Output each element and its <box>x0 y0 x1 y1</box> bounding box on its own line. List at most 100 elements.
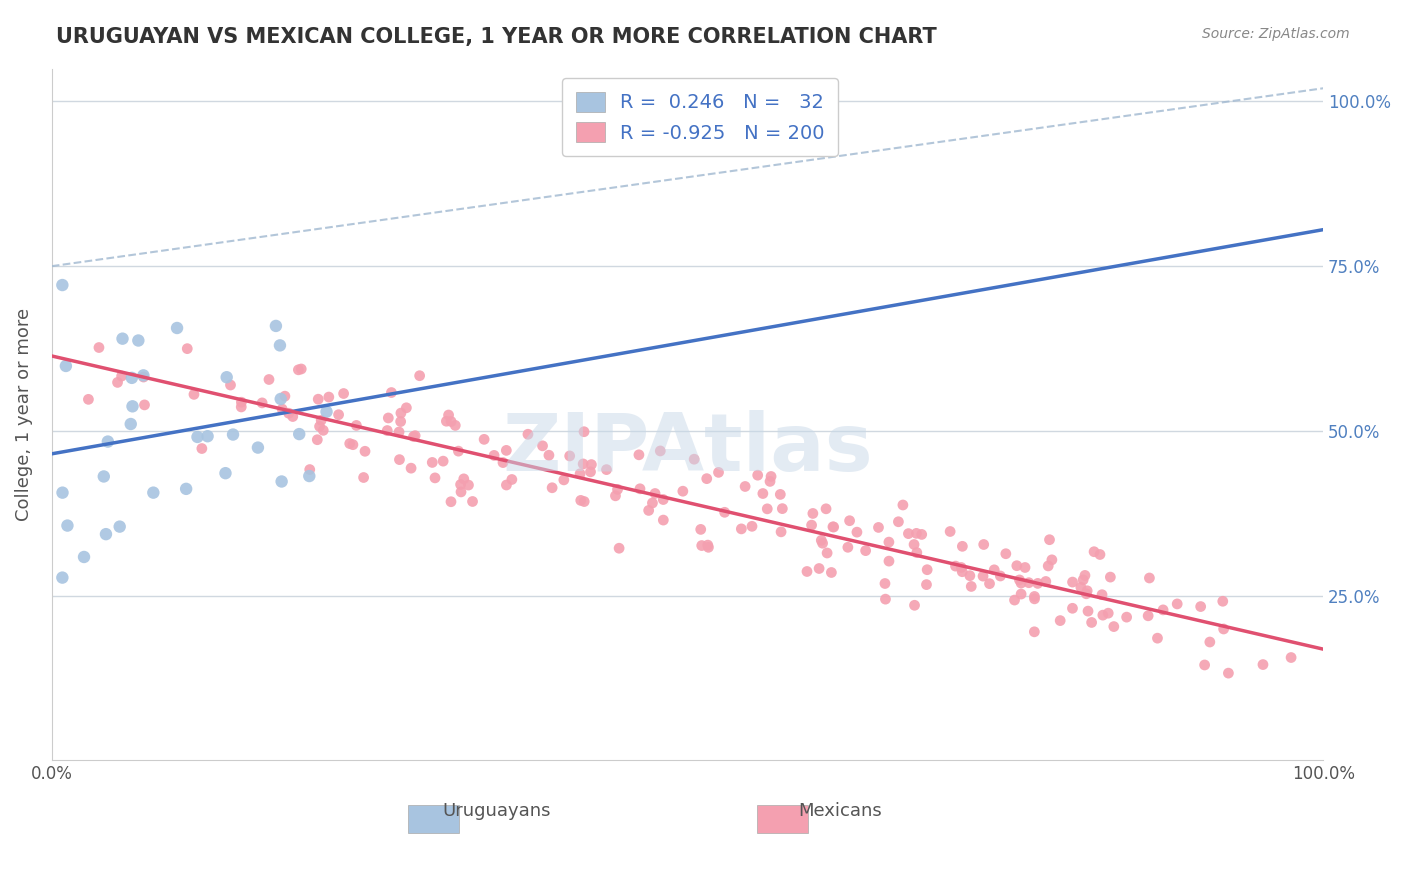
Point <box>277 406 299 420</box>
Point <box>690 539 713 553</box>
Point <box>868 520 890 534</box>
Point <box>298 462 321 476</box>
Point <box>1038 558 1060 573</box>
Point <box>915 563 938 577</box>
Point <box>257 372 280 386</box>
Point <box>637 503 659 517</box>
Point <box>606 483 628 497</box>
Point <box>1010 576 1032 591</box>
Point <box>51 278 73 293</box>
Point <box>191 442 214 456</box>
Point <box>97 434 120 449</box>
Point <box>339 436 361 450</box>
Point <box>274 389 297 403</box>
Text: Source: ZipAtlas.com: Source: ZipAtlas.com <box>1202 27 1350 41</box>
Point <box>250 396 273 410</box>
Point <box>332 386 354 401</box>
Point <box>1088 548 1111 562</box>
Point <box>1189 599 1212 614</box>
Point <box>388 452 411 467</box>
Point <box>450 477 472 491</box>
Point <box>1008 573 1031 587</box>
Point <box>855 543 877 558</box>
Point <box>730 522 752 536</box>
Point <box>1198 635 1220 649</box>
Point <box>1279 650 1302 665</box>
Point <box>1091 608 1114 623</box>
Point <box>56 518 79 533</box>
Point <box>354 444 377 458</box>
Point <box>873 576 896 591</box>
Point <box>1115 610 1137 624</box>
Point <box>447 444 470 458</box>
Point <box>132 370 155 384</box>
Point <box>434 414 457 428</box>
Point <box>1070 580 1092 594</box>
Point <box>541 481 564 495</box>
Point <box>1062 601 1084 615</box>
Point <box>950 560 973 574</box>
Point <box>380 385 402 400</box>
Point <box>747 468 769 483</box>
Point <box>399 461 422 475</box>
Point <box>495 478 517 492</box>
Point <box>440 494 463 508</box>
Point <box>1024 590 1046 604</box>
Point <box>696 472 718 486</box>
Point <box>1212 594 1234 608</box>
Point <box>905 545 928 559</box>
Point <box>903 537 925 551</box>
Point <box>298 469 321 483</box>
Point <box>461 494 484 508</box>
Point <box>1076 583 1098 598</box>
Point <box>800 518 823 533</box>
Point <box>820 566 842 580</box>
Point <box>741 519 763 533</box>
Point <box>905 526 928 541</box>
Point <box>437 408 460 422</box>
Point <box>457 478 479 492</box>
Point <box>404 428 426 442</box>
Point <box>877 554 900 568</box>
Point <box>315 405 337 419</box>
Point <box>1166 597 1188 611</box>
Point <box>121 371 143 385</box>
Point <box>318 390 340 404</box>
Point <box>1005 558 1028 573</box>
Point <box>402 429 425 443</box>
Point <box>55 359 77 373</box>
Point <box>994 547 1017 561</box>
Point <box>769 487 792 501</box>
Point <box>222 427 245 442</box>
Point <box>281 409 304 424</box>
Text: ZIPAtlas: ZIPAtlas <box>502 410 873 488</box>
Point <box>308 419 330 434</box>
Point <box>1139 571 1161 585</box>
Point <box>759 469 782 483</box>
Point <box>537 448 560 462</box>
Point <box>972 569 994 583</box>
Point <box>516 427 538 442</box>
Point <box>823 520 845 534</box>
Point <box>815 546 838 560</box>
Point <box>558 449 581 463</box>
Point <box>107 376 129 390</box>
Point <box>983 563 1005 577</box>
Point <box>1014 560 1036 574</box>
Point <box>574 494 596 508</box>
Point <box>287 363 309 377</box>
Point <box>950 539 973 553</box>
Point <box>887 515 910 529</box>
Point <box>77 392 100 407</box>
Point <box>808 561 831 575</box>
Point <box>432 454 454 468</box>
Point <box>815 501 838 516</box>
Legend: R =  0.246   N =   32, R = -0.925   N = 200: R = 0.246 N = 32, R = -0.925 N = 200 <box>562 78 838 156</box>
Point <box>121 400 143 414</box>
Text: URUGUAYAN VS MEXICAN COLLEGE, 1 YEAR OR MORE CORRELATION CHART: URUGUAYAN VS MEXICAN COLLEGE, 1 YEAR OR … <box>56 27 936 46</box>
Point <box>770 524 793 539</box>
Point <box>389 406 412 420</box>
Point <box>1146 631 1168 645</box>
Point <box>420 455 443 469</box>
Point <box>713 505 735 519</box>
